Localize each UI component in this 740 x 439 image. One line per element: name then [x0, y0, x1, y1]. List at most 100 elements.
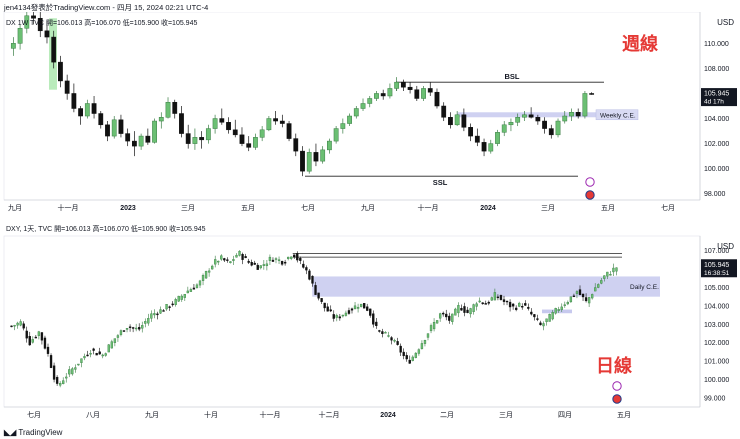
daily-candle-body-55 [177, 295, 180, 302]
daily-candle-body-140 [435, 320, 439, 324]
weekly-price-label: 105.945 [704, 91, 729, 98]
daily-candle-body-173 [536, 318, 539, 320]
daily-candle-body-89 [280, 261, 284, 265]
daily-candle-body-101 [317, 292, 320, 299]
weekly-candle-body-39 [273, 118, 279, 122]
daily-candle-body-118 [369, 308, 372, 316]
weekly-candle-body-50 [347, 115, 352, 124]
weekly-candle-body-45 [313, 152, 319, 162]
daily-candle-body-79 [250, 262, 253, 266]
daily-candle-body-48 [156, 313, 159, 316]
weekly-candlestick-chart[interactable]: 98.000100.000102.000104.000106.000108.00… [0, 5, 740, 218]
daily-candle-body-107 [335, 315, 338, 318]
daily-candle-body-68 [217, 260, 220, 263]
daily-candle-body-100 [314, 285, 317, 295]
weekly-candle-body-51 [353, 108, 359, 117]
daily-x-tick-2: 九月 [145, 410, 159, 419]
daily-candle-body-193 [597, 284, 600, 288]
daily-ce-zone [312, 276, 660, 297]
daily-candle-body-186 [575, 291, 579, 294]
daily-candle-body-106 [332, 314, 335, 319]
daily-x-tick-6: 2024 [380, 412, 396, 419]
daily-currency: USD [717, 242, 734, 251]
weekly-panel[interactable]: DX 1W TVC 開=106.013 高=106.070 低=105.900 … [0, 5, 740, 218]
weekly-candle-body-65 [448, 117, 453, 126]
daily-candle-body-137 [426, 333, 430, 338]
daily-candle-body-10 [40, 332, 44, 341]
weekly-candle-body-16 [118, 119, 124, 134]
weekly-candle-body-68 [468, 127, 474, 137]
weekly-candle-body-71 [488, 143, 494, 152]
weekly-candle-body-57 [394, 81, 400, 89]
daily-candle-body-167 [518, 302, 521, 307]
weekly-candle-body-7 [58, 61, 63, 82]
weekly-candle-body-56 [387, 88, 393, 97]
daily-candle-body-113 [353, 305, 357, 310]
daily-candle-body-147 [457, 305, 460, 314]
daily-candle-body-29 [98, 351, 101, 355]
daily-candle-body-39 [128, 326, 132, 328]
weekly-candle-body-61 [421, 88, 426, 99]
daily-candle-body-85 [268, 256, 272, 261]
weekly-candle-body-72 [495, 132, 500, 144]
daily-candle-body-131 [408, 359, 411, 364]
daily-candle-body-103 [323, 302, 326, 309]
weekly-info: DX 1W TVC 開=106.013 高=106.070 低=105.900 … [6, 18, 197, 28]
daily-panel[interactable]: DXY, 1天, TVC 開=106.013 高=106.070 低=105.9… [0, 222, 740, 422]
daily-candle-body-116 [362, 303, 366, 309]
weekly-x-tick-2: 2023 [120, 205, 136, 212]
daily-candle-body-134 [417, 349, 421, 354]
daily-candle-body-66 [210, 265, 214, 270]
weekly-candle-body-53 [367, 98, 373, 104]
daily-ce-label: Daily C.E. [630, 284, 659, 291]
daily-candle-body-99 [311, 275, 314, 284]
daily-candle-body-97 [305, 267, 308, 271]
weekly-candle-body-9 [71, 93, 77, 109]
weekly-symbol: DX [6, 20, 16, 27]
weekly-y-tick-2: 102.000 [704, 141, 729, 148]
daily-candle-body-139 [432, 322, 436, 330]
daily-candle-body-158 [490, 297, 494, 301]
daily-candle-body-185 [572, 295, 576, 298]
weekly-candle-body-49 [340, 123, 346, 129]
weekly-candle-body-62 [427, 88, 433, 93]
weekly-us-flag-icon [585, 190, 595, 200]
daily-candlestick-chart[interactable]: 99.000 100.000 101.000 102.000 103.000 104.00… [0, 222, 740, 422]
weekly-candle-body-18 [131, 140, 137, 147]
daily-candle-body-196 [606, 271, 609, 277]
weekly-candle-body-52 [360, 103, 366, 109]
daily-candle-body-5 [25, 330, 28, 339]
daily-candle-body-25 [86, 354, 89, 357]
daily-candle-body-145 [451, 313, 454, 322]
daily-candle-body-189 [584, 297, 588, 302]
weekly-candle-body-42 [293, 138, 299, 152]
weekly-candle-body-63 [434, 91, 440, 107]
daily-candle-body-0 [10, 325, 13, 328]
daily-candle-body-198 [612, 267, 615, 273]
weekly-candle-body-25 [179, 113, 184, 134]
daily-candle-body-91 [286, 256, 290, 259]
daily-candle-body-165 [511, 303, 515, 307]
weekly-candle-body-60 [414, 89, 420, 99]
daily-candle-body-7 [31, 339, 34, 343]
daily-candle-body-95 [299, 258, 302, 261]
weekly-y-tick-6: 110.000 [704, 41, 729, 48]
daily-candle-body-130 [405, 355, 408, 360]
daily-candle-body-144 [448, 315, 451, 321]
weekly-candle-body-55 [380, 93, 386, 97]
daily-candle-body-77 [244, 256, 247, 259]
daily-candle-body-3 [19, 321, 22, 326]
daily-candle-body-124 [387, 335, 390, 337]
daily-candle-body-188 [581, 293, 585, 298]
daily-candle-body-138 [429, 325, 433, 332]
weekly-candle-body-32 [226, 122, 231, 131]
weekly-x-tick-5: 七月 [301, 203, 315, 212]
weekly-candle-body-0 [10, 43, 16, 49]
weekly-candle-body-79 [542, 120, 547, 129]
daily-candle-body-179 [554, 307, 557, 314]
daily-y-tick-6: 105.000 [704, 285, 729, 292]
daily-us-flag-icon [612, 394, 622, 404]
daily-candle-body-69 [220, 255, 223, 260]
weekly-candle-body-17 [125, 133, 131, 142]
daily-candle-body-104 [326, 306, 329, 312]
